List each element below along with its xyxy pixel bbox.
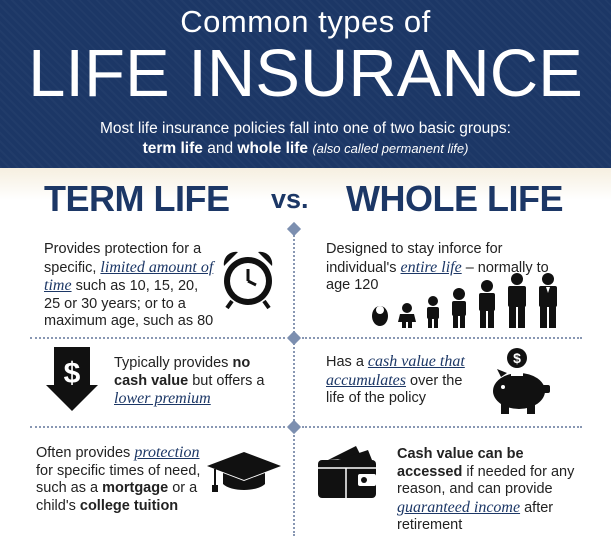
- row-divider: [302, 426, 582, 428]
- wallet-icon: [318, 446, 376, 498]
- whole-row1-post: – normally to age 120: [326, 259, 549, 294]
- header-kicker: Common types of: [180, 4, 431, 39]
- piggy-bank-icon: $: [493, 348, 550, 414]
- term-row2-mid: but offers a: [188, 372, 265, 389]
- whole-row1-highlight: entire life: [400, 258, 462, 276]
- whole-life-heading: WHOLE LIFE: [346, 178, 563, 219]
- row-divider: [30, 337, 285, 339]
- divider-diamond: [286, 330, 302, 346]
- whole-row3-bold: Cash value can be accessed: [397, 446, 524, 480]
- term-row2-text: Typically provides no cash value but off…: [114, 355, 274, 409]
- header-subtitle-line1: Most life insurance policies fall into o…: [100, 120, 511, 137]
- subtitle-term-life: term life: [142, 140, 203, 157]
- alarm-clock-icon: [223, 251, 273, 310]
- header-subtitle-line2: term life and whole life (also called pe…: [0, 140, 611, 158]
- term-row2-bold: no cash value: [114, 355, 251, 389]
- term-row3-mid2: or a child's: [36, 480, 198, 514]
- term-row3-bold1: mortgage: [102, 480, 169, 496]
- whole-row2-post: over the life of the policy: [326, 372, 463, 407]
- center-divider: [293, 228, 295, 536]
- term-row3-pre: Often provides: [36, 445, 135, 461]
- header-shadow-band: [0, 168, 611, 200]
- term-life-heading: TERM LIFE: [44, 178, 230, 219]
- whole-row1-pre: Designed to stay inforce for individual'…: [326, 241, 503, 276]
- term-row1-text: Provides protection for a specific, limi…: [44, 241, 216, 331]
- whole-row3-text: Cash value can be accessed if needed for…: [397, 446, 587, 535]
- row-divider: [302, 337, 582, 339]
- people-growth-icon: [372, 273, 557, 328]
- dollar-down-arrow-icon: $: [46, 347, 98, 411]
- whole-row3-post: after retirement: [397, 499, 554, 534]
- term-row3-mid1: for specific times of need, such as a: [36, 462, 201, 497]
- header-title: LIFE INSURANCE: [28, 36, 583, 111]
- term-row3-text: Often provides protection for specific t…: [36, 444, 211, 515]
- svg-text:$: $: [64, 357, 81, 390]
- term-row1-pre: Provides protection for a specific,: [44, 241, 202, 276]
- subtitle-whole-life: whole life: [237, 140, 309, 157]
- term-row3-highlight: protection: [134, 444, 200, 461]
- whole-row2-highlight: cash value that accumulates: [326, 353, 465, 389]
- svg-text:$: $: [513, 350, 521, 366]
- divider-diamond: [286, 221, 302, 237]
- subtitle-note: (also called permanent life): [312, 141, 469, 156]
- whole-row3-highlight: guaranteed income: [397, 498, 521, 516]
- term-row1-highlight: limited amount of time: [44, 258, 214, 295]
- whole-row2-text: Has a cash value that accumulates over t…: [326, 353, 478, 408]
- divider-diamond: [286, 419, 302, 435]
- vs-label: vs.: [271, 184, 309, 214]
- whole-row3-mid: if needed for any reason, and can provid…: [397, 463, 575, 498]
- term-row1-post: such as 10, 15, 20, 25 or 30 years; or t…: [44, 278, 214, 329]
- subtitle-and: and: [202, 140, 238, 157]
- graduation-cap-icon: [207, 452, 281, 492]
- whole-row2-pre: Has a: [326, 354, 368, 370]
- header-banner: Common types of LIFE INSURANCE Most life…: [0, 0, 611, 168]
- row-divider: [30, 426, 285, 428]
- term-row3-bold2: college tuition: [79, 497, 179, 514]
- term-row2-pre: Typically provides: [114, 355, 233, 371]
- whole-row1-text: Designed to stay inforce for individual'…: [326, 241, 566, 295]
- term-row2-highlight: lower premium: [114, 390, 211, 407]
